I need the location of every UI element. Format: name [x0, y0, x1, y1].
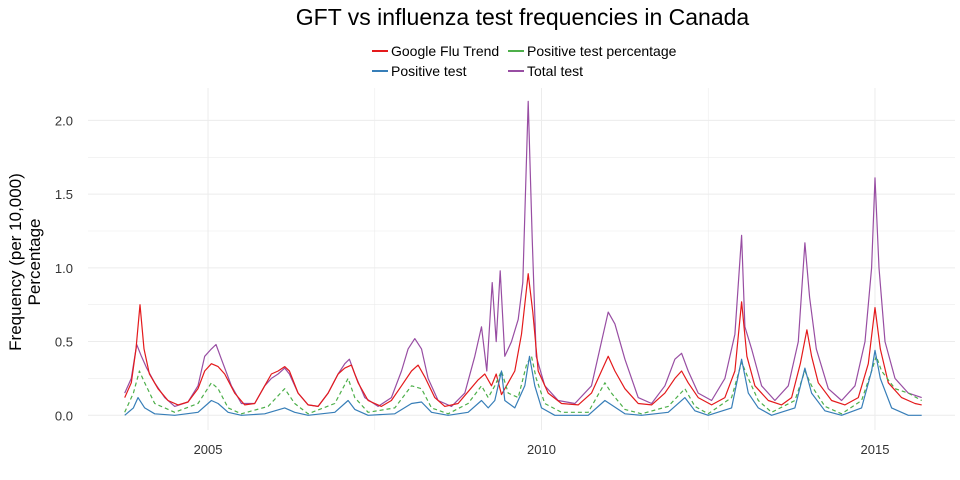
- grid-layer: [88, 88, 955, 430]
- chart-title: GFT vs influenza test frequencies in Can…: [295, 4, 750, 30]
- legend-label-total-test: Total test: [527, 63, 584, 79]
- y-tick-label: 0.0: [55, 408, 73, 423]
- series-line-gft: [124, 273, 922, 407]
- legend-swatch-gft: [372, 50, 388, 52]
- x-tick-label: 2010: [527, 442, 556, 457]
- y-axis-title: Frequency (per 10,000): [6, 173, 25, 351]
- legend-swatch-positive-test: [372, 70, 388, 72]
- legend-item-total-test: Total test: [508, 62, 698, 80]
- legend-label-positive-test: Positive test: [391, 63, 467, 79]
- legend-item-gft: Google Flu Trend: [372, 42, 508, 60]
- legend-swatch-total-test: [508, 70, 524, 72]
- legend: Google Flu Trend Positive test percentag…: [372, 42, 702, 80]
- series-layer: [124, 100, 922, 416]
- y-tick-label: 0.5: [55, 335, 73, 350]
- series-line-total-test: [124, 100, 922, 407]
- x-tick-label: 2005: [194, 442, 223, 457]
- legend-item-positive-test: Positive test: [372, 62, 508, 80]
- y-tick-label: 1.0: [55, 261, 73, 276]
- y-axis-title-secondary: Percentage: [25, 219, 44, 306]
- tick-layer: 0.0 0.5 1.0 1.5 2.0 2005 2010 2015: [55, 113, 890, 457]
- x-tick-label: 2015: [861, 442, 890, 457]
- series-line-positive-test: [124, 349, 922, 416]
- legend-item-positive-pct: Positive test percentage: [508, 42, 698, 60]
- y-tick-label: 2.0: [55, 113, 73, 128]
- legend-label-positive-pct: Positive test percentage: [527, 43, 677, 59]
- legend-swatch-positive-pct: [508, 50, 524, 52]
- y-tick-label: 1.5: [55, 187, 73, 202]
- legend-label-gft: Google Flu Trend: [391, 43, 500, 59]
